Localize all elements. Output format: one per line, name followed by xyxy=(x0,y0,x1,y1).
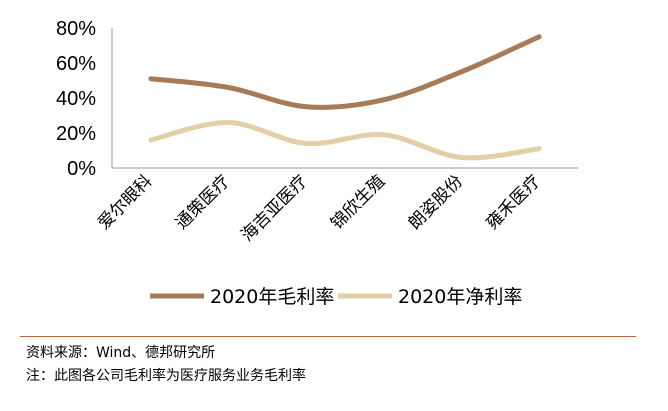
y-tick-label: 60% xyxy=(56,53,96,75)
y-tick-label: 20% xyxy=(56,123,96,145)
series-line-2 xyxy=(148,119,542,161)
y-tick-label: 40% xyxy=(56,88,96,110)
x-tick-label: 海吉亚医疗 xyxy=(237,171,311,245)
x-tick-label: 爱尔眼科 xyxy=(94,171,156,233)
footer-divider xyxy=(20,336,636,337)
x-tick-label: 朗姿股份 xyxy=(405,171,467,233)
x-tick-label: 通策医疗 xyxy=(172,171,234,233)
source-note: 资料来源：Wind、德邦研究所 xyxy=(26,345,216,361)
legend-label: 2020年净利率 xyxy=(398,286,522,308)
y-tick-label: 0% xyxy=(67,158,96,180)
legend-label: 2020年毛利率 xyxy=(210,286,334,308)
x-tick-label: 雍禾医疗 xyxy=(482,171,544,233)
line-chart: 80% 60% 40% 20% 0% 爱尔眼科 通策医疗 海吉亚医疗 锦欣生殖 朗姿股份 雍禾医疗… xyxy=(56,18,578,308)
y-tick-label: 80% xyxy=(56,18,96,40)
x-tick-label: 锦欣生殖 xyxy=(327,171,389,233)
footnote: 注：此图各公司毛利率为医疗服务业务毛利率 xyxy=(26,368,306,384)
series-line-1 xyxy=(148,34,542,110)
